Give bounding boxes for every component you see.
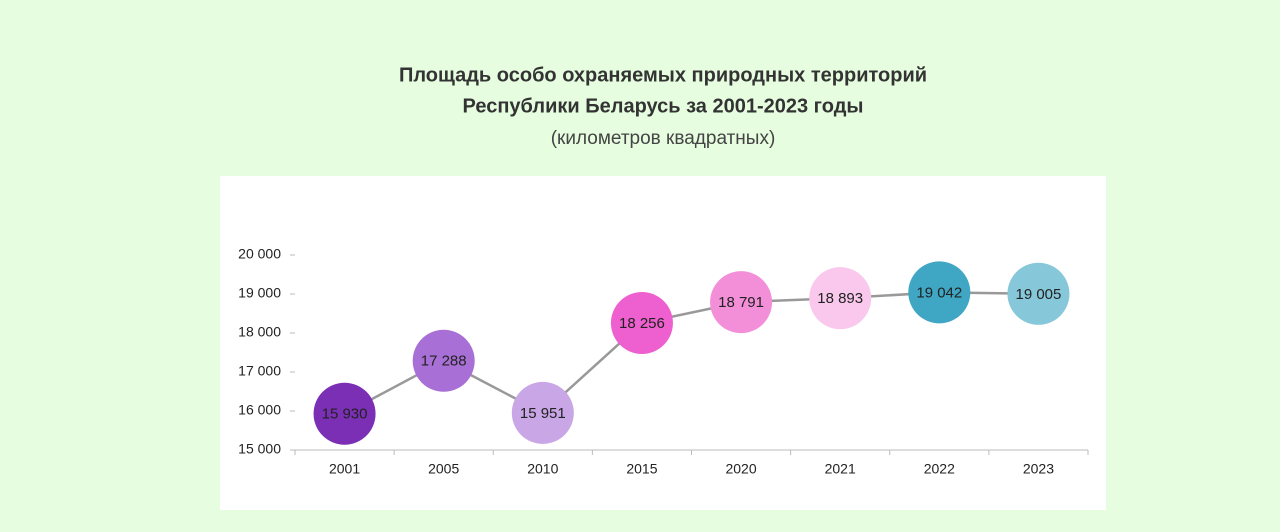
data-label: 15 951 — [520, 405, 566, 422]
x-tick-label: 2010 — [527, 461, 558, 477]
data-label: 19 042 — [916, 284, 962, 301]
x-tick-label: 2001 — [329, 461, 360, 477]
x-tick-label: 2015 — [626, 461, 657, 477]
point — [313, 382, 376, 445]
y-tick-label: 15 000 — [238, 441, 281, 457]
x-tick-label: 2021 — [825, 461, 856, 477]
y-tick-label: 16 000 — [238, 402, 281, 418]
chart-title: Республики Беларусь за 2001-2023 годы — [463, 95, 864, 117]
point — [412, 329, 475, 392]
point — [710, 271, 773, 334]
point — [1007, 262, 1070, 325]
x-tick-label: 2005 — [428, 461, 459, 477]
y-tick-label: 18 000 — [238, 324, 281, 340]
y-tick-label: 20 000 — [238, 246, 281, 262]
x-tick-label: 2023 — [1023, 461, 1054, 477]
point — [908, 261, 971, 324]
point — [610, 292, 673, 355]
y-tick-label: 17 000 — [238, 363, 281, 379]
data-label: 18 791 — [718, 294, 764, 311]
point — [511, 381, 574, 444]
chart-title: Площадь особо охраняемых природных терри… — [399, 64, 927, 86]
data-label: 18 256 — [619, 315, 665, 332]
point — [809, 267, 872, 330]
data-label: 19 005 — [1015, 286, 1061, 303]
y-tick-label: 19 000 — [238, 285, 281, 301]
x-tick-label: 2020 — [725, 461, 756, 477]
x-tick-label: 2022 — [924, 461, 955, 477]
data-label: 15 930 — [322, 406, 368, 423]
chart-subtitle: (километров квадратных) — [551, 128, 776, 149]
data-label: 17 288 — [421, 353, 467, 370]
data-label: 18 893 — [817, 290, 863, 307]
